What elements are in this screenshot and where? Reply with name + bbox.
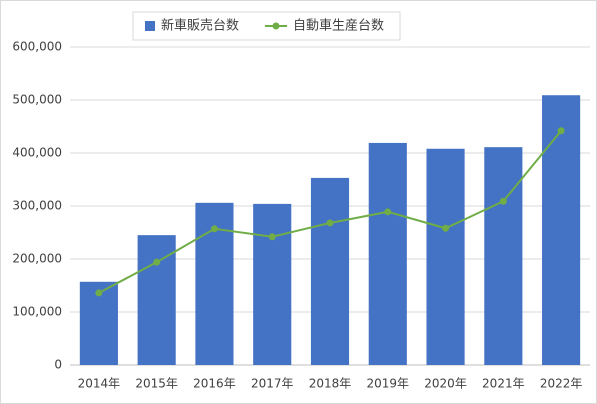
bar	[137, 235, 176, 365]
line-marker	[326, 219, 334, 227]
y-tick-label: 500,000	[12, 93, 62, 107]
y-tick-label: 100,000	[12, 305, 62, 319]
x-tick-label: 2014年	[78, 377, 121, 391]
x-tick-label: 2017年	[251, 377, 294, 391]
x-tick-label: 2019年	[367, 377, 410, 391]
line-marker	[95, 289, 103, 297]
x-tick-label: 2022年	[540, 377, 583, 391]
bar	[542, 95, 581, 365]
bar	[253, 203, 292, 365]
line-marker	[557, 127, 565, 135]
y-tick-label: 300,000	[12, 199, 62, 213]
bar	[484, 147, 523, 365]
y-tick-label: 200,000	[12, 252, 62, 266]
y-tick-label: 400,000	[12, 146, 62, 160]
x-tick-label: 2021年	[482, 377, 525, 391]
x-tick-label: 2015年	[135, 377, 178, 391]
legend-swatch	[272, 22, 280, 30]
bar	[310, 177, 350, 365]
y-tick-label: 0	[54, 358, 62, 372]
line-marker	[268, 233, 276, 241]
legend-swatch	[145, 21, 155, 31]
line-marker	[153, 258, 161, 266]
line-marker	[499, 197, 507, 205]
line-marker	[384, 208, 392, 216]
legend-label: 新車販売台数	[161, 18, 239, 34]
y-tick-label: 600,000	[12, 40, 62, 54]
bar	[368, 142, 407, 365]
line-marker	[442, 224, 450, 232]
bar	[426, 148, 465, 365]
legend-label: 自動車生産台数	[293, 18, 384, 34]
x-tick-label: 2020年	[424, 377, 467, 391]
x-tick-label: 2016年	[193, 377, 236, 391]
line-marker	[210, 225, 218, 233]
x-tick-label: 2018年	[309, 377, 352, 391]
